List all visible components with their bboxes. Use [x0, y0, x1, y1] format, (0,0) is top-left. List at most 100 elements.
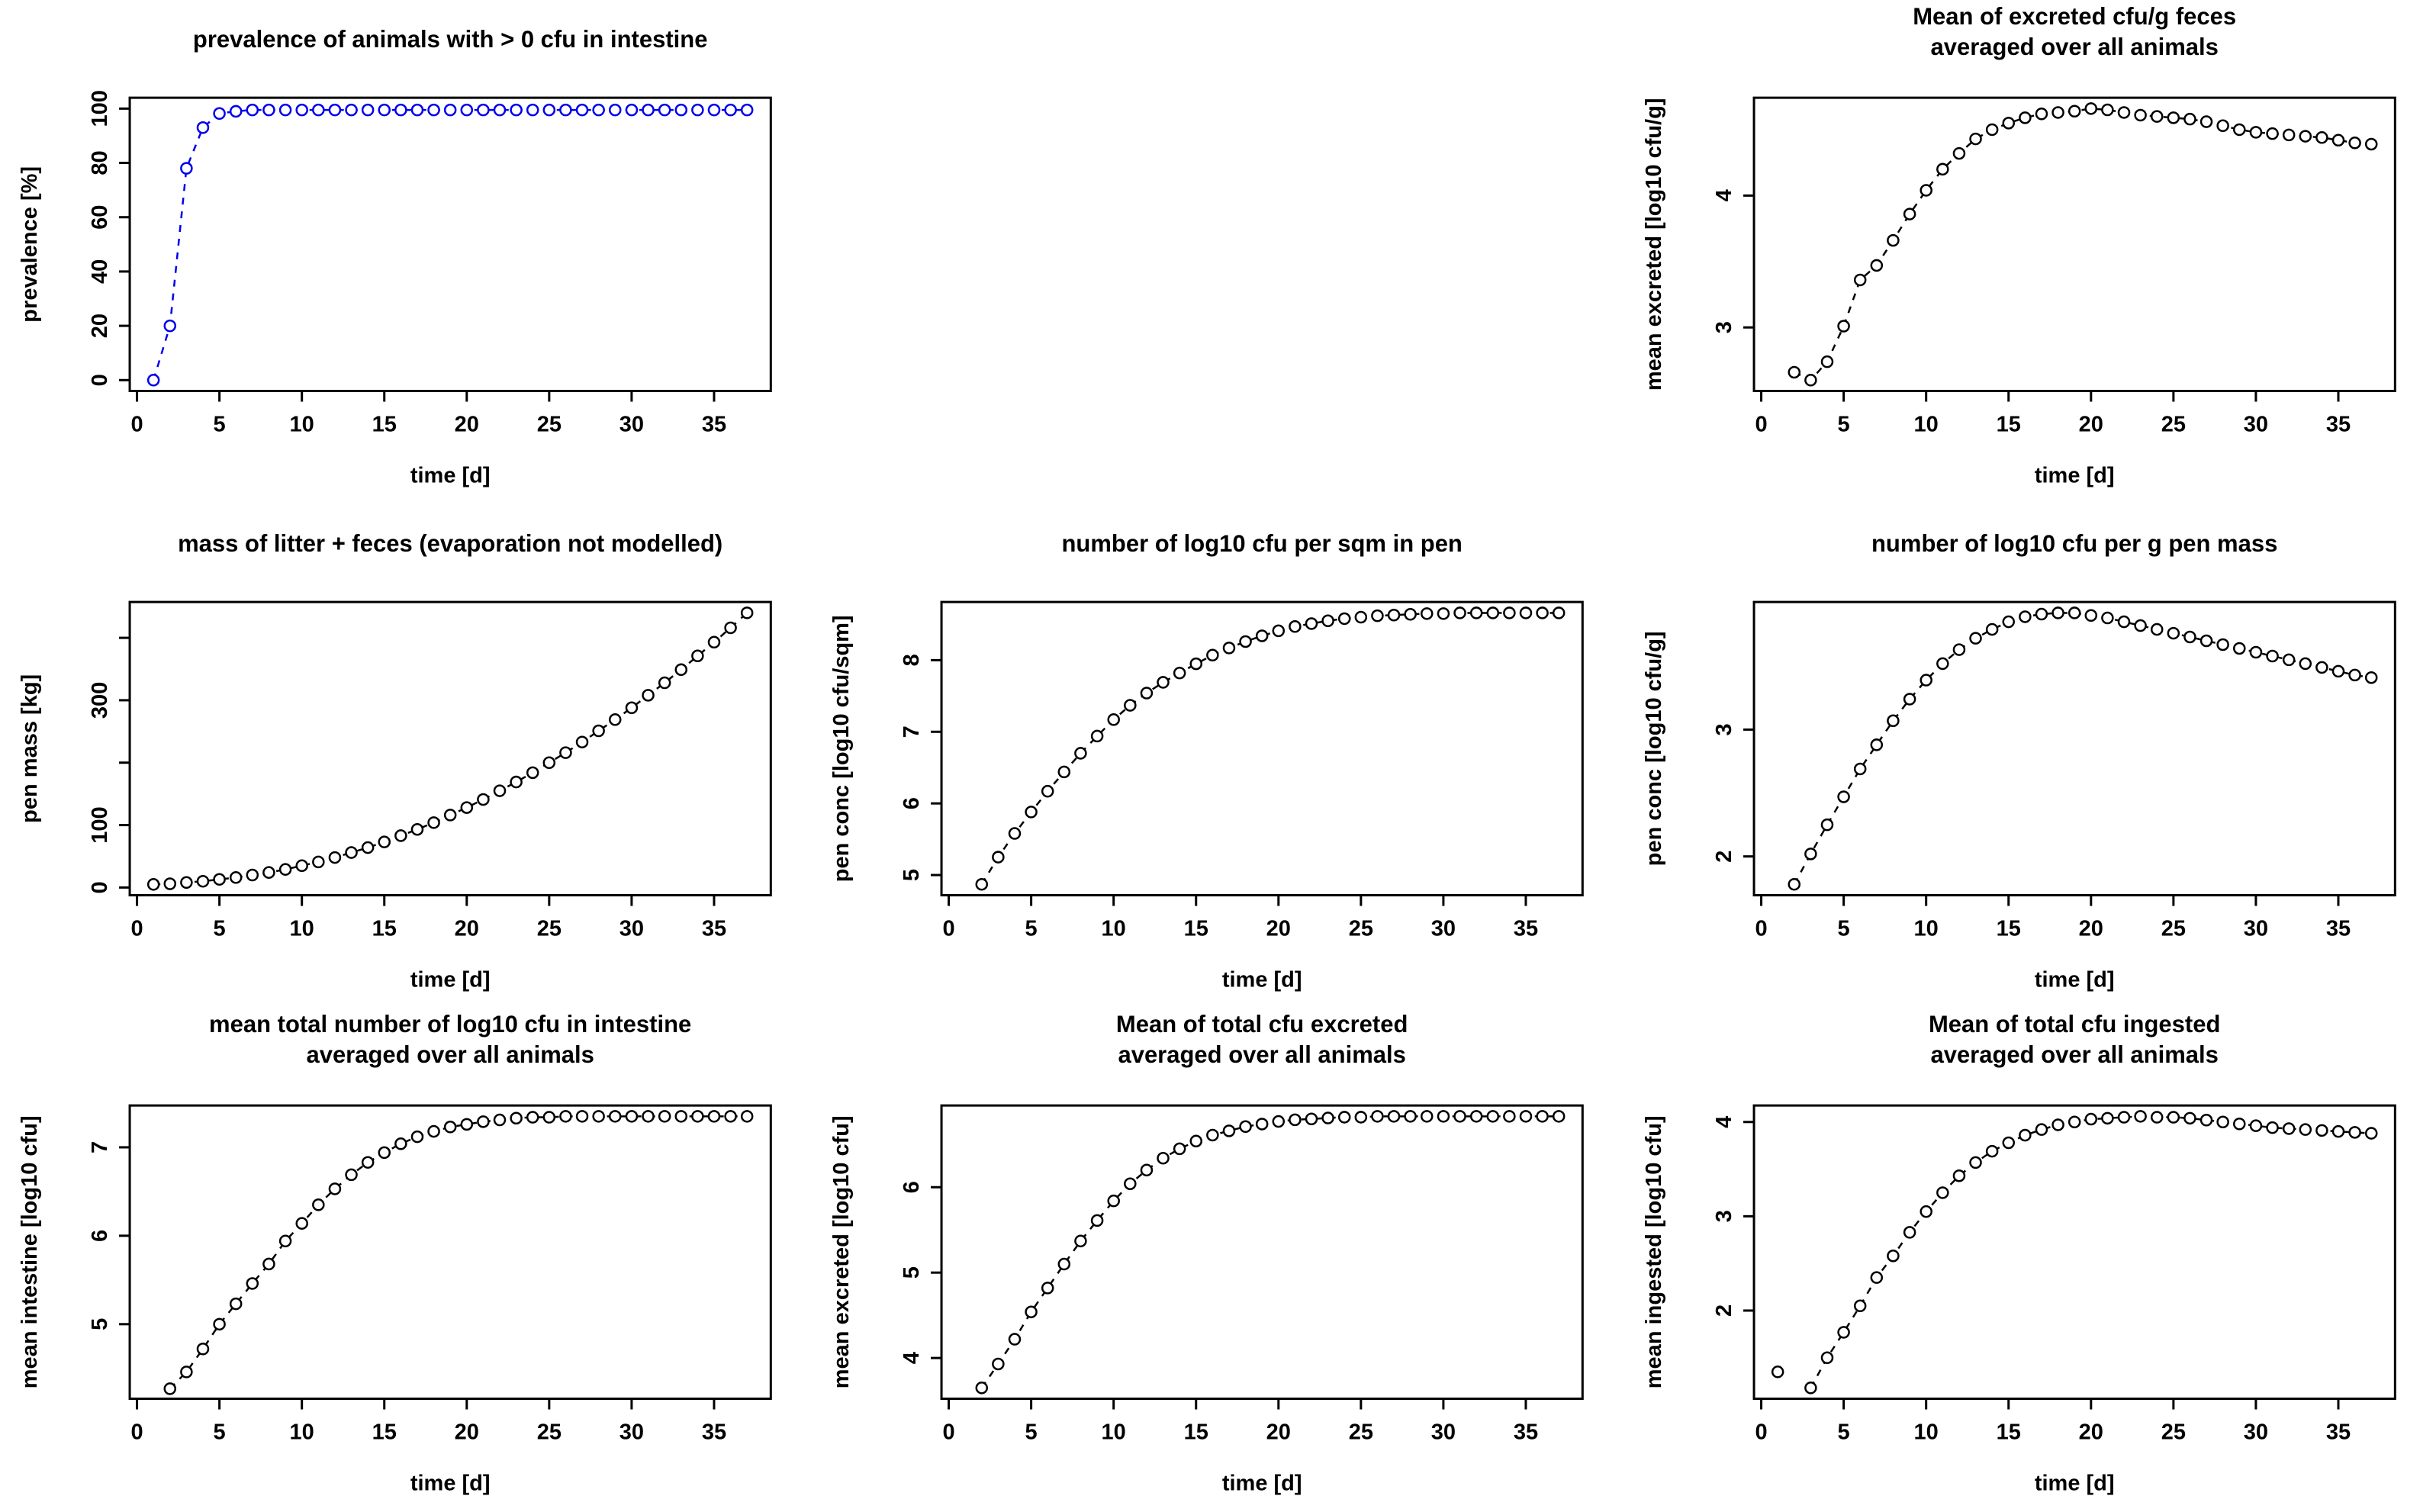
data-point — [460, 103, 474, 117]
y-tick-label: 7 — [899, 725, 924, 738]
x-tick-label: 25 — [537, 916, 562, 941]
data-point — [213, 107, 226, 121]
data-point — [707, 103, 721, 117]
data-point — [1903, 207, 1916, 220]
data-point — [707, 1110, 721, 1123]
data-point — [361, 841, 375, 854]
plot-title: mean total number of log10 cfu in intest… — [209, 1011, 691, 1037]
data-point — [2100, 1111, 2114, 1125]
data-point — [1223, 641, 1236, 655]
plot-pen-mass: mass of litter + feces (evaporation not … — [18, 530, 772, 992]
data-point — [1272, 624, 1286, 637]
data-point — [2068, 1115, 2081, 1129]
x-tick-label: 35 — [702, 916, 726, 941]
data-point — [1189, 1134, 1203, 1148]
data-point — [1788, 877, 1800, 891]
data-point — [1968, 132, 1982, 146]
plot-pen-conc-g: number of log10 cfu per g pen mass 0 5 10 15… — [1642, 530, 2396, 992]
x-tick-label: 0 — [1755, 1420, 1767, 1445]
data-point — [658, 103, 671, 117]
data-point — [1952, 642, 1965, 656]
data-point — [2348, 1126, 2361, 1139]
data-point — [1804, 374, 1817, 387]
data-point — [2035, 107, 2048, 121]
data-point — [691, 1110, 704, 1123]
data-point — [295, 103, 308, 117]
data-point — [443, 103, 457, 117]
cell-r3c2: Mean of total cfu excreted averaged over … — [812, 1008, 1623, 1512]
x-tick-label: 35 — [702, 1420, 726, 1445]
x-tick-label: 15 — [1996, 413, 2020, 437]
data-point — [1437, 606, 1450, 620]
data-point — [542, 1111, 556, 1124]
data-point — [2216, 638, 2229, 651]
data-point — [2183, 1111, 2196, 1125]
x-tick-label: 15 — [1996, 916, 2020, 941]
x-tick-label: 0 — [943, 916, 955, 941]
data-point — [2002, 117, 2015, 130]
data-point — [526, 766, 539, 779]
data-point — [1985, 1145, 1999, 1158]
data-point — [1968, 632, 1982, 645]
data-point — [608, 713, 622, 726]
x-tick-label: 10 — [1102, 916, 1126, 941]
data-point — [1820, 1351, 1833, 1365]
plot-title: mass of litter + feces (evaporation not … — [178, 530, 722, 557]
x-tick-label: 10 — [290, 1420, 314, 1445]
data-point — [2364, 671, 2378, 684]
data-point — [559, 1110, 572, 1123]
x-axis-label: time [d] — [410, 464, 491, 488]
data-point — [2249, 126, 2262, 139]
data-point — [992, 850, 1005, 864]
data-point — [2084, 609, 2097, 622]
x-tick-label: 15 — [372, 413, 397, 437]
data-point — [2018, 610, 2032, 623]
data-point — [2299, 1123, 2312, 1137]
x-axis-label: time [d] — [2035, 967, 2115, 992]
data-point — [1853, 1299, 1867, 1313]
data-point — [361, 103, 375, 117]
data-point — [146, 374, 160, 387]
x-tick-label: 10 — [1913, 1420, 1938, 1445]
data-point — [2134, 1110, 2147, 1123]
data-point — [1206, 648, 1219, 661]
cell-r2c3: number of log10 cfu per g pen mass 0 5 10 15… — [1624, 504, 2436, 1009]
data-point — [1354, 1111, 1368, 1124]
data-point — [1836, 1326, 1850, 1340]
x-tick-label: 0 — [130, 1420, 143, 1445]
x-tick-label: 25 — [2161, 1420, 2185, 1445]
data-point — [1804, 847, 1817, 861]
data-point — [312, 855, 325, 868]
plot-title: number of log10 cfu per g pen mass — [1871, 530, 2277, 557]
x-tick-label: 0 — [130, 413, 143, 437]
data-point — [378, 1146, 391, 1160]
data-line — [981, 611, 1559, 885]
data-point — [2249, 645, 2262, 658]
y-tick-label: 100 — [88, 806, 112, 843]
x-tick-label: 30 — [2243, 1420, 2267, 1445]
x-tick-label: 5 — [1025, 916, 1038, 941]
data-point — [1173, 666, 1186, 680]
data-point — [2299, 130, 2312, 143]
data-point — [2265, 127, 2279, 140]
plot-title: Mean of total cfu excreted — [1116, 1011, 1408, 1037]
data-point — [625, 701, 639, 714]
data-point — [2150, 622, 2164, 635]
data-point — [1124, 698, 1137, 712]
plot-mean-intestine: mean total number of log10 cfu in intest… — [18, 1011, 772, 1496]
data-point — [2216, 1115, 2229, 1129]
data-point — [2002, 615, 2015, 628]
y-tick-label: 3 — [1712, 321, 1736, 333]
data-point — [625, 1110, 639, 1123]
data-point — [559, 746, 572, 759]
data-point — [163, 1382, 177, 1395]
data-point — [1009, 826, 1022, 840]
data-point — [592, 103, 605, 117]
data-point — [394, 1137, 407, 1150]
data-point — [477, 1115, 490, 1128]
x-tick-label: 0 — [1755, 916, 1767, 941]
data-point — [1091, 1214, 1104, 1227]
data-point — [2183, 630, 2196, 643]
y-tick-label: 6 — [899, 1182, 924, 1194]
data-point — [146, 877, 160, 891]
